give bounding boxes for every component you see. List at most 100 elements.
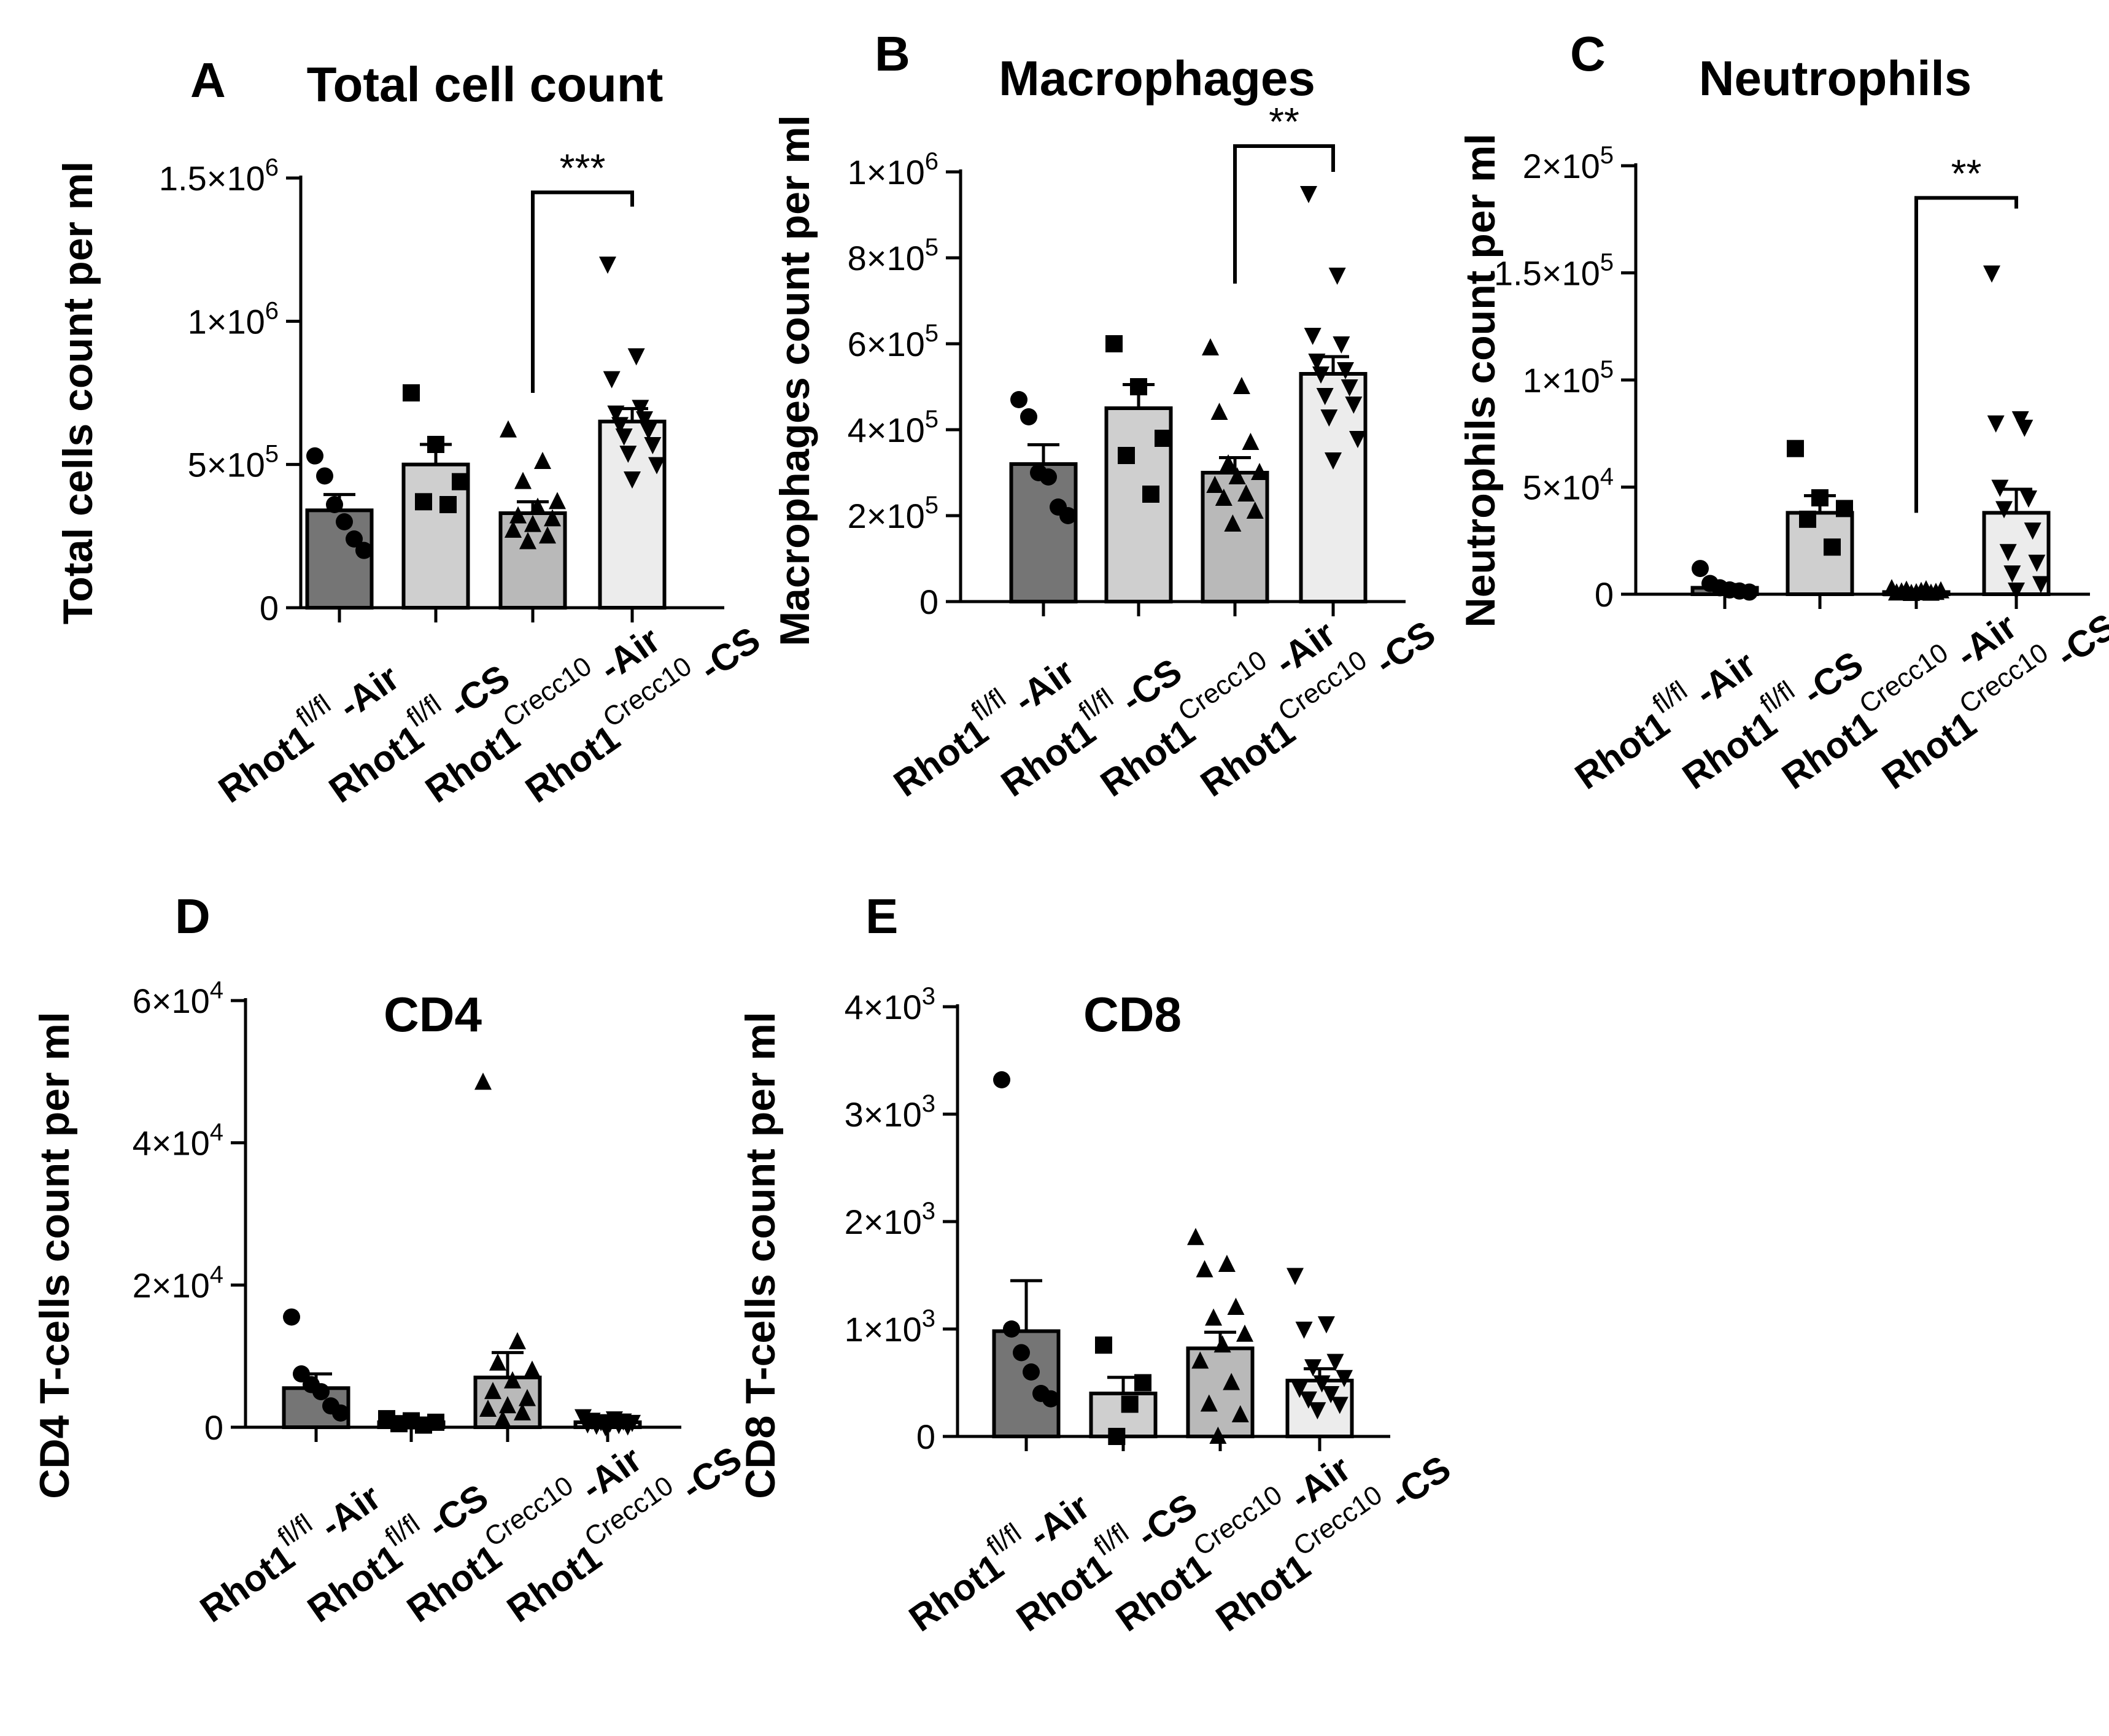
data-point [346, 530, 363, 548]
y-tick-label: 0 [260, 589, 279, 627]
data-point [1299, 1391, 1317, 1409]
data-point [603, 371, 621, 389]
data-point [1155, 430, 1172, 447]
data-point [479, 1400, 497, 1417]
data-point [2003, 565, 2021, 583]
y-tick-label: 8×105 [848, 234, 938, 277]
data-point [1227, 1298, 1245, 1315]
data-point [1042, 1390, 1059, 1408]
y-tick-label: 4×105 [848, 406, 938, 449]
x-category-label: Rhot1fl/fl-CS [294, 1468, 495, 1630]
y-axis-label: Neutrophils count per ml [1457, 134, 1504, 628]
data-point [1020, 408, 1037, 425]
data-point [1836, 500, 1853, 517]
y-tick-label: 1×106 [188, 297, 279, 341]
y-tick-label: 6×105 [848, 320, 938, 363]
data-point [1206, 476, 1224, 493]
data-point [632, 400, 649, 417]
data-point [644, 437, 662, 454]
bar [1786, 511, 1854, 596]
data-point [312, 1383, 330, 1401]
data-point [1304, 1359, 1322, 1377]
data-point [1987, 415, 2005, 433]
y-axis-label: Macrophages count per ml [772, 115, 818, 646]
panel-letter: A [190, 53, 226, 107]
data-point [1242, 433, 1260, 450]
data-point [1304, 328, 1322, 345]
data-point [1095, 1336, 1112, 1354]
y-tick-label: 0 [916, 1417, 935, 1456]
data-point [1233, 377, 1250, 394]
data-point [1118, 447, 1135, 464]
data-point [505, 521, 522, 538]
data-point [1337, 362, 1354, 379]
data-point [1105, 335, 1123, 352]
data-point [1010, 391, 1027, 408]
data-point [283, 1308, 300, 1326]
data-point [2032, 576, 2049, 594]
data-point [1215, 489, 1233, 506]
data-point [452, 473, 469, 490]
x-category-label: Rhot1fl/fl-CS [988, 642, 1189, 805]
data-point [607, 405, 625, 423]
data-point [1741, 583, 1758, 601]
data-point [1349, 431, 1366, 448]
chart-title: CD8 [1083, 987, 1182, 1042]
data-point [1824, 538, 1841, 556]
data-point [1316, 388, 1334, 405]
data-point [619, 446, 637, 463]
y-axis-label: CD4 T-cells count per ml [31, 1012, 78, 1499]
data-point [993, 1071, 1010, 1088]
data-point [1326, 1354, 1344, 1371]
bar [1201, 471, 1269, 603]
y-tick-label: 6×104 [133, 977, 223, 1020]
data-point [499, 1396, 516, 1414]
data-point [1059, 507, 1077, 524]
data-point [624, 471, 641, 489]
data-point [390, 1415, 408, 1433]
y-tick-label: 4×103 [845, 983, 935, 1026]
data-point [484, 1382, 501, 1400]
data-point [355, 541, 373, 559]
data-point [489, 1353, 506, 1371]
data-point [1787, 440, 1804, 457]
data-point [1328, 268, 1346, 285]
data-point [316, 467, 333, 485]
x-category-label: Rhot1fl/fl-CS [1003, 1477, 1204, 1640]
panel-letter: B [875, 26, 910, 81]
panel-letter: E [865, 889, 898, 944]
data-point [1236, 1324, 1253, 1342]
data-point [1983, 265, 2000, 283]
data-point [332, 1404, 349, 1422]
data-point [509, 506, 527, 524]
y-axis-label: Total cells count per ml [55, 161, 101, 624]
data-point [494, 1410, 511, 1428]
data-point [427, 436, 444, 453]
data-point [1130, 378, 1147, 395]
data-point [1295, 1322, 1313, 1339]
data-point [1121, 1395, 1139, 1413]
data-point [529, 497, 546, 515]
y-tick-label: 1.5×105 [1494, 249, 1614, 293]
data-point [439, 496, 457, 513]
data-point [1325, 452, 1342, 470]
data-point [1251, 463, 1268, 480]
significance-label: ** [1951, 151, 1982, 195]
data-point [1336, 1370, 1353, 1387]
bar [1009, 462, 1078, 603]
data-point [403, 384, 420, 401]
data-point [1331, 1397, 1349, 1414]
y-tick-label: 5×105 [188, 441, 279, 484]
data-point [1134, 1374, 1151, 1392]
chart-title: CD4 [384, 987, 482, 1042]
data-point [1205, 1308, 1223, 1326]
data-point [1888, 583, 1905, 601]
y-tick-label: 0 [919, 583, 938, 621]
data-point [2024, 522, 2041, 540]
data-point [2028, 554, 2046, 572]
y-axis-label: CD8 T-cells count per ml [737, 1012, 784, 1499]
y-tick-label: 1×105 [1523, 356, 1614, 400]
chart-title: Total cell count [307, 57, 664, 112]
data-point [336, 513, 353, 530]
